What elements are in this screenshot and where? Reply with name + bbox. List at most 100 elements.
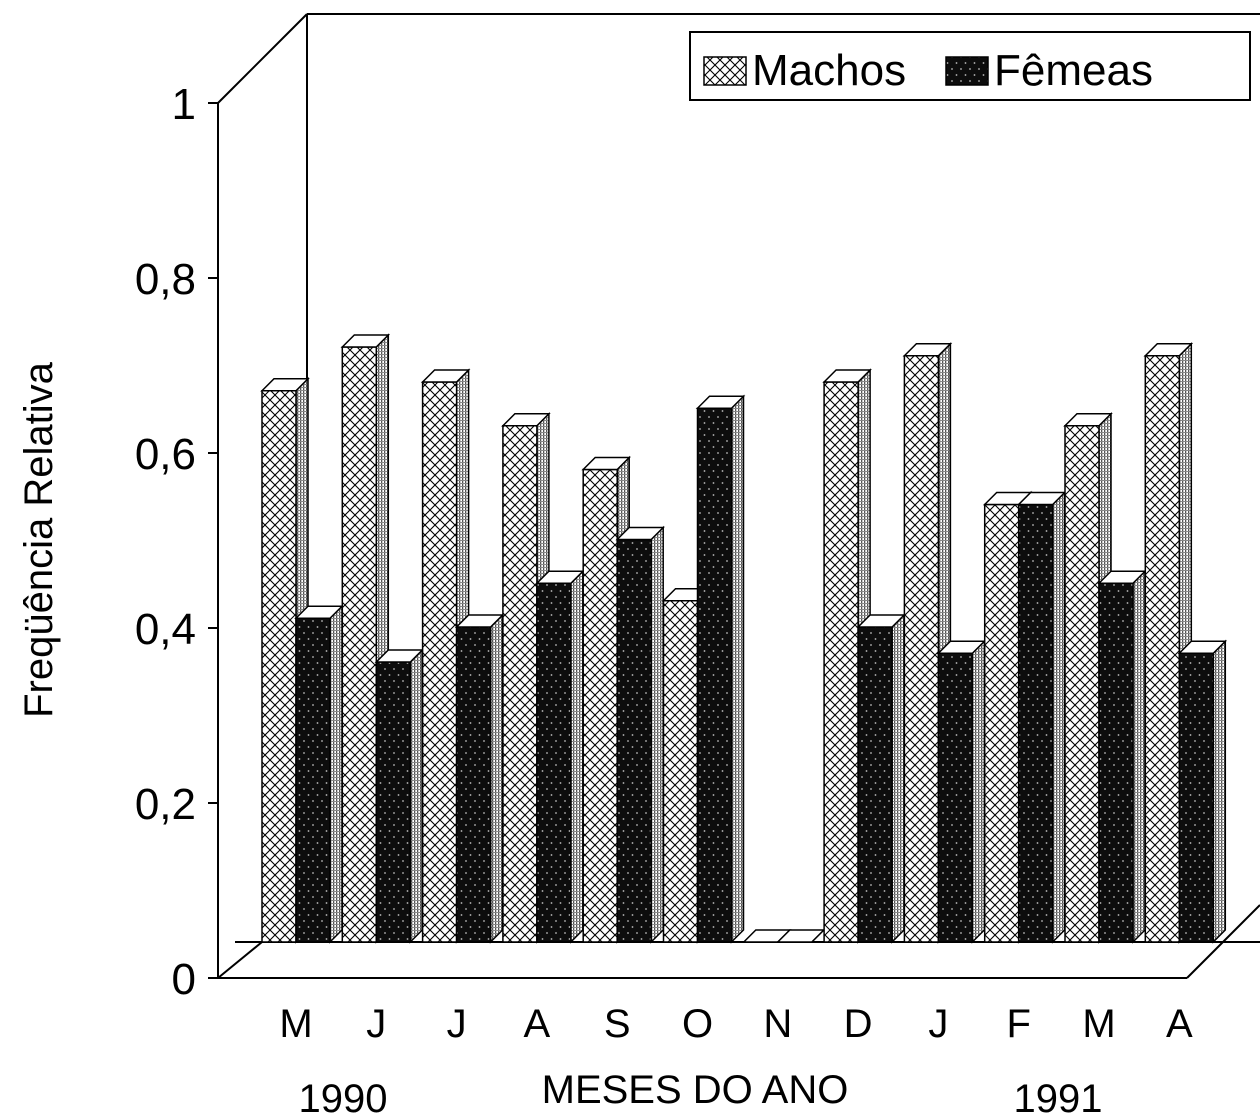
x-tick-label: A — [524, 1002, 551, 1046]
bar-femeas — [856, 613, 906, 944]
bar-group — [581, 455, 666, 944]
legend-swatch-machos — [703, 56, 747, 86]
x-tick-label: J — [928, 1002, 948, 1046]
year-label-1990: 1990 — [299, 1077, 388, 1117]
legend-label-machos: Machos — [752, 46, 906, 95]
y-axis-title: Freqüência Relativa — [17, 361, 61, 717]
x-tick-label: F — [1006, 1002, 1030, 1046]
bar-front-face — [616, 538, 652, 943]
y-tick-label: 0,4 — [135, 605, 196, 654]
bar-front-face — [295, 617, 331, 943]
bar-femeas — [1016, 490, 1067, 944]
bar-femeas — [294, 604, 344, 944]
bar-front-face — [502, 425, 538, 943]
bar-group — [902, 341, 987, 944]
bar-front-face — [1098, 582, 1134, 943]
y-tick-label: 0,6 — [135, 430, 196, 479]
bar-top-face — [340, 334, 391, 348]
bar-femeas — [454, 613, 505, 944]
x-tick-label: S — [604, 1002, 631, 1046]
bar-front-face — [1178, 652, 1215, 943]
left-depth-top-edge — [217, 13, 308, 104]
bar-femeas — [615, 525, 666, 944]
x-tick-label: N — [763, 1002, 792, 1046]
bar-side-face — [650, 525, 664, 944]
bar-group — [1143, 341, 1228, 944]
y-tick-label: 1 — [172, 80, 196, 129]
bar-front-face — [261, 390, 297, 943]
bar-group — [982, 490, 1067, 944]
bar-side-face — [730, 394, 745, 944]
bar-front-face — [375, 661, 412, 943]
bar-femeas — [695, 394, 746, 944]
y-axis-ticks: 0 0,2 0,4 0,6 0,8 1 — [135, 80, 218, 1004]
floor-left-edge — [217, 941, 263, 979]
bar-side-face — [891, 613, 905, 944]
bar-group — [340, 333, 425, 944]
bar-front-face — [455, 626, 492, 943]
bar-femeas — [535, 569, 585, 944]
bar-top-face — [501, 413, 551, 427]
bar-group — [260, 376, 344, 944]
bar-front-face — [421, 381, 458, 943]
x-tick-label: O — [682, 1002, 713, 1046]
bar-top-face — [581, 456, 632, 471]
x-tick-label: M — [279, 1002, 312, 1046]
bar-side-face — [1132, 569, 1146, 944]
bar-top-face — [695, 395, 746, 409]
bar-front-face — [983, 503, 1020, 943]
bar-femeas — [374, 648, 425, 944]
bar-group — [822, 368, 906, 944]
bar-side-face — [489, 613, 504, 944]
bar-front-face — [1144, 355, 1181, 943]
bar-top-face — [822, 369, 872, 383]
x-tick-label: D — [844, 1002, 873, 1046]
x-tick-label: M — [1082, 1002, 1115, 1046]
x-tick-label: J — [366, 1002, 386, 1046]
y-tick-label: 0 — [172, 955, 196, 1004]
bar-group — [741, 929, 826, 943]
y-tick-label: 0,2 — [135, 780, 196, 829]
bar-top-face — [420, 369, 471, 383]
bar-side-face — [1051, 490, 1066, 944]
bar-side-face — [329, 604, 343, 944]
bar-front-face — [857, 626, 893, 943]
bar-top-face — [260, 378, 310, 392]
bar-side-face — [570, 569, 584, 944]
bar-femeas — [936, 639, 987, 944]
bar-front-face — [1017, 503, 1054, 943]
bar-top-face — [1063, 413, 1113, 427]
bar-front-face — [536, 582, 572, 943]
year-label-1991: 1991 — [1014, 1077, 1103, 1117]
x-axis-title: MESES DO ANO — [542, 1068, 849, 1112]
bar-front-face — [903, 355, 940, 943]
y-tick-label: 0,8 — [135, 255, 196, 304]
bar-front-face — [1064, 425, 1100, 943]
x-tick-label: A — [1166, 1002, 1193, 1046]
bar-group — [501, 411, 585, 944]
bar-front-face — [823, 381, 859, 943]
legend-label-femeas: Fêmeas — [994, 46, 1153, 95]
bar-top-face — [1143, 343, 1194, 357]
bar-top-face — [1177, 640, 1228, 654]
bar-front-face — [937, 652, 974, 943]
bar-front-face — [696, 407, 733, 943]
bar-front-face — [582, 468, 618, 943]
bar-side-face — [1212, 639, 1227, 944]
bars-group — [260, 333, 1228, 944]
legend-swatch-femeas — [945, 56, 989, 86]
bar-side-face — [409, 648, 424, 944]
bar-femeas — [1097, 569, 1147, 944]
bar-top-face — [902, 343, 953, 357]
bar-front-face — [341, 346, 378, 943]
x-tick-label: J — [447, 1002, 467, 1046]
bar-group — [661, 394, 746, 944]
bar-front-face — [662, 600, 699, 943]
bar-group — [1063, 411, 1147, 944]
bar-side-face — [971, 639, 986, 944]
legend: Machos Fêmeas — [689, 31, 1251, 101]
bar-group — [420, 368, 505, 944]
bar-femeas — [1177, 639, 1228, 944]
